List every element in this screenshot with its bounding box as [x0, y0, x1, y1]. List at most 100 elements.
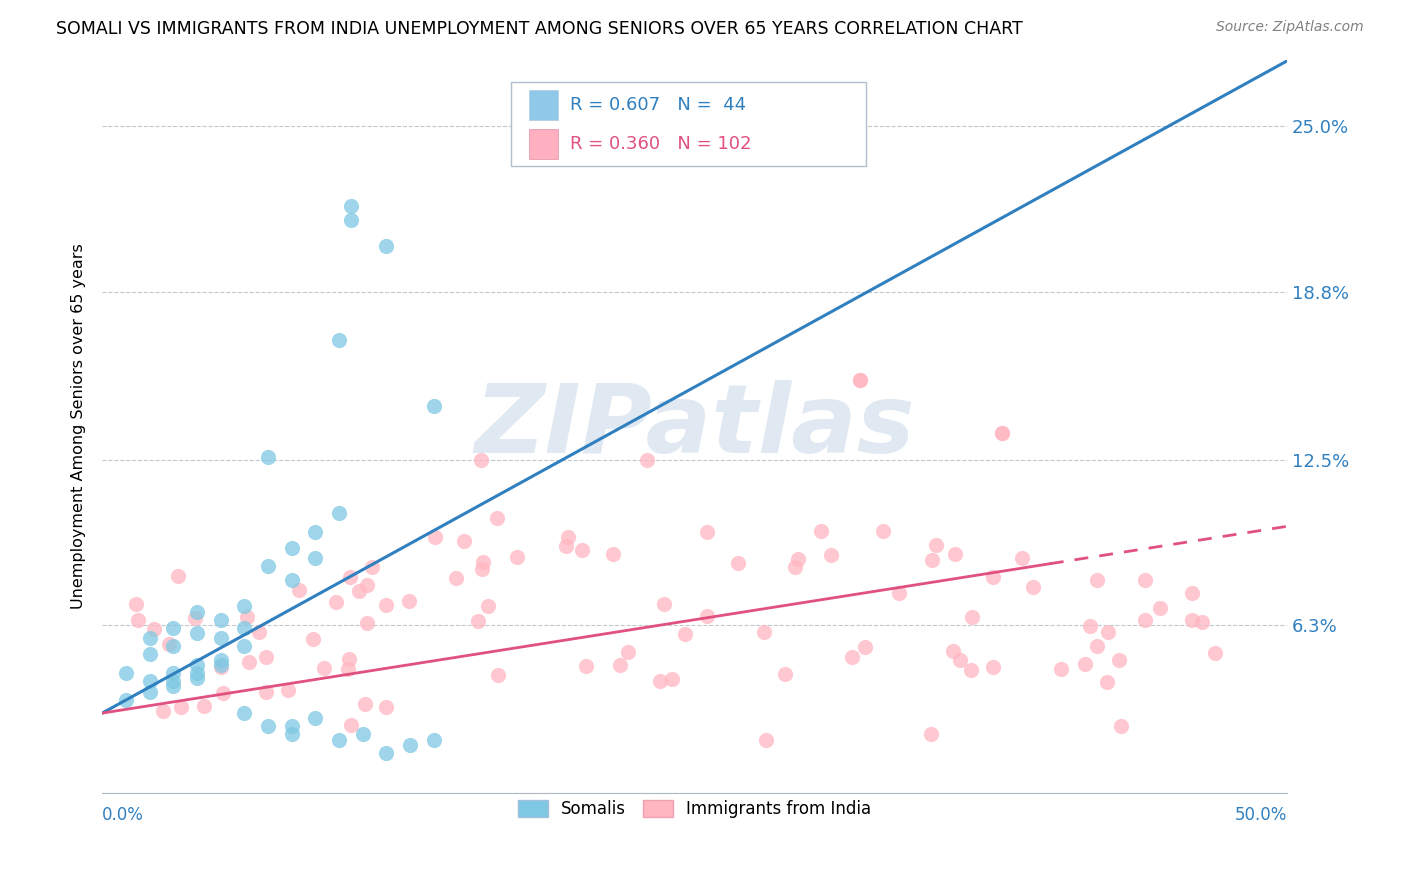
Point	[233, 640, 256, 654]
Point	[152, 704, 174, 718]
Point	[138, 685, 160, 699]
Text: R = 0.607   N =  44: R = 0.607 N = 44	[569, 96, 747, 114]
Point	[810, 524, 832, 539]
Point	[398, 594, 420, 608]
Point	[159, 637, 181, 651]
Point	[304, 711, 326, 725]
Point	[375, 699, 398, 714]
Point	[889, 585, 911, 599]
Point	[820, 548, 842, 562]
Point	[349, 583, 371, 598]
Point	[236, 610, 259, 624]
Point	[942, 644, 965, 658]
Point	[280, 541, 302, 555]
Point	[336, 662, 359, 676]
Point	[1078, 619, 1101, 633]
Point	[783, 560, 806, 574]
Text: R = 0.360   N = 102: R = 0.360 N = 102	[569, 135, 752, 153]
Point	[477, 599, 499, 613]
Point	[675, 627, 697, 641]
Point	[209, 632, 232, 646]
Point	[453, 533, 475, 548]
Point	[1149, 600, 1171, 615]
Point	[143, 622, 166, 636]
Point	[138, 632, 160, 646]
Point	[652, 598, 675, 612]
Point	[853, 640, 876, 654]
Point	[467, 614, 489, 628]
Point	[186, 666, 208, 681]
Point	[339, 652, 361, 666]
Point	[115, 666, 138, 681]
Point	[325, 595, 347, 609]
Point	[696, 524, 718, 539]
Point	[727, 556, 749, 570]
Point	[983, 570, 1005, 584]
Point	[981, 660, 1004, 674]
Point	[209, 658, 232, 673]
Point	[340, 718, 363, 732]
Point	[280, 719, 302, 733]
Point	[609, 658, 631, 673]
Point	[1074, 657, 1097, 671]
Point	[1133, 573, 1156, 587]
Point	[1022, 580, 1045, 594]
Point	[209, 660, 232, 674]
Point	[1011, 550, 1033, 565]
Point	[162, 674, 184, 689]
Point	[186, 672, 208, 686]
Point	[1108, 653, 1130, 667]
Point	[257, 450, 280, 464]
Point	[162, 621, 184, 635]
Point	[280, 573, 302, 587]
Legend: Somalis, Immigrants from India: Somalis, Immigrants from India	[510, 794, 877, 825]
Point	[233, 599, 256, 614]
Point	[773, 666, 796, 681]
Point	[1085, 573, 1108, 587]
Point	[339, 570, 361, 584]
Point	[1181, 586, 1204, 600]
Point	[696, 609, 718, 624]
Text: 50.0%: 50.0%	[1234, 806, 1286, 824]
Point	[138, 648, 160, 662]
Point	[184, 611, 207, 625]
Point	[920, 727, 942, 741]
Point	[617, 645, 640, 659]
Point	[949, 653, 972, 667]
Point	[872, 524, 894, 539]
Point	[471, 562, 494, 576]
Point	[328, 333, 350, 347]
Point	[209, 653, 232, 667]
Point	[602, 548, 624, 562]
Point	[924, 538, 946, 552]
Point	[1050, 662, 1073, 676]
Point	[555, 539, 578, 553]
Point	[650, 673, 672, 688]
Point	[375, 239, 398, 253]
Y-axis label: Unemployment Among Seniors over 65 years: Unemployment Among Seniors over 65 years	[72, 244, 86, 609]
Point	[1095, 675, 1118, 690]
Point	[352, 727, 374, 741]
Point	[557, 530, 579, 544]
Point	[356, 616, 378, 631]
Point	[841, 649, 863, 664]
Point	[786, 551, 808, 566]
Text: Source: ZipAtlas.com: Source: ZipAtlas.com	[1216, 20, 1364, 34]
Text: 0.0%: 0.0%	[103, 806, 143, 824]
Point	[375, 746, 398, 760]
Point	[340, 212, 363, 227]
Point	[1133, 613, 1156, 627]
Point	[636, 452, 658, 467]
Point	[328, 732, 350, 747]
Point	[1181, 613, 1204, 627]
Point	[991, 425, 1014, 440]
Point	[288, 583, 311, 598]
FancyBboxPatch shape	[510, 81, 866, 166]
Point	[849, 373, 872, 387]
Point	[472, 555, 495, 569]
Point	[399, 738, 422, 752]
Point	[505, 550, 527, 565]
Point	[312, 661, 335, 675]
Point	[233, 621, 256, 635]
Point	[212, 686, 235, 700]
